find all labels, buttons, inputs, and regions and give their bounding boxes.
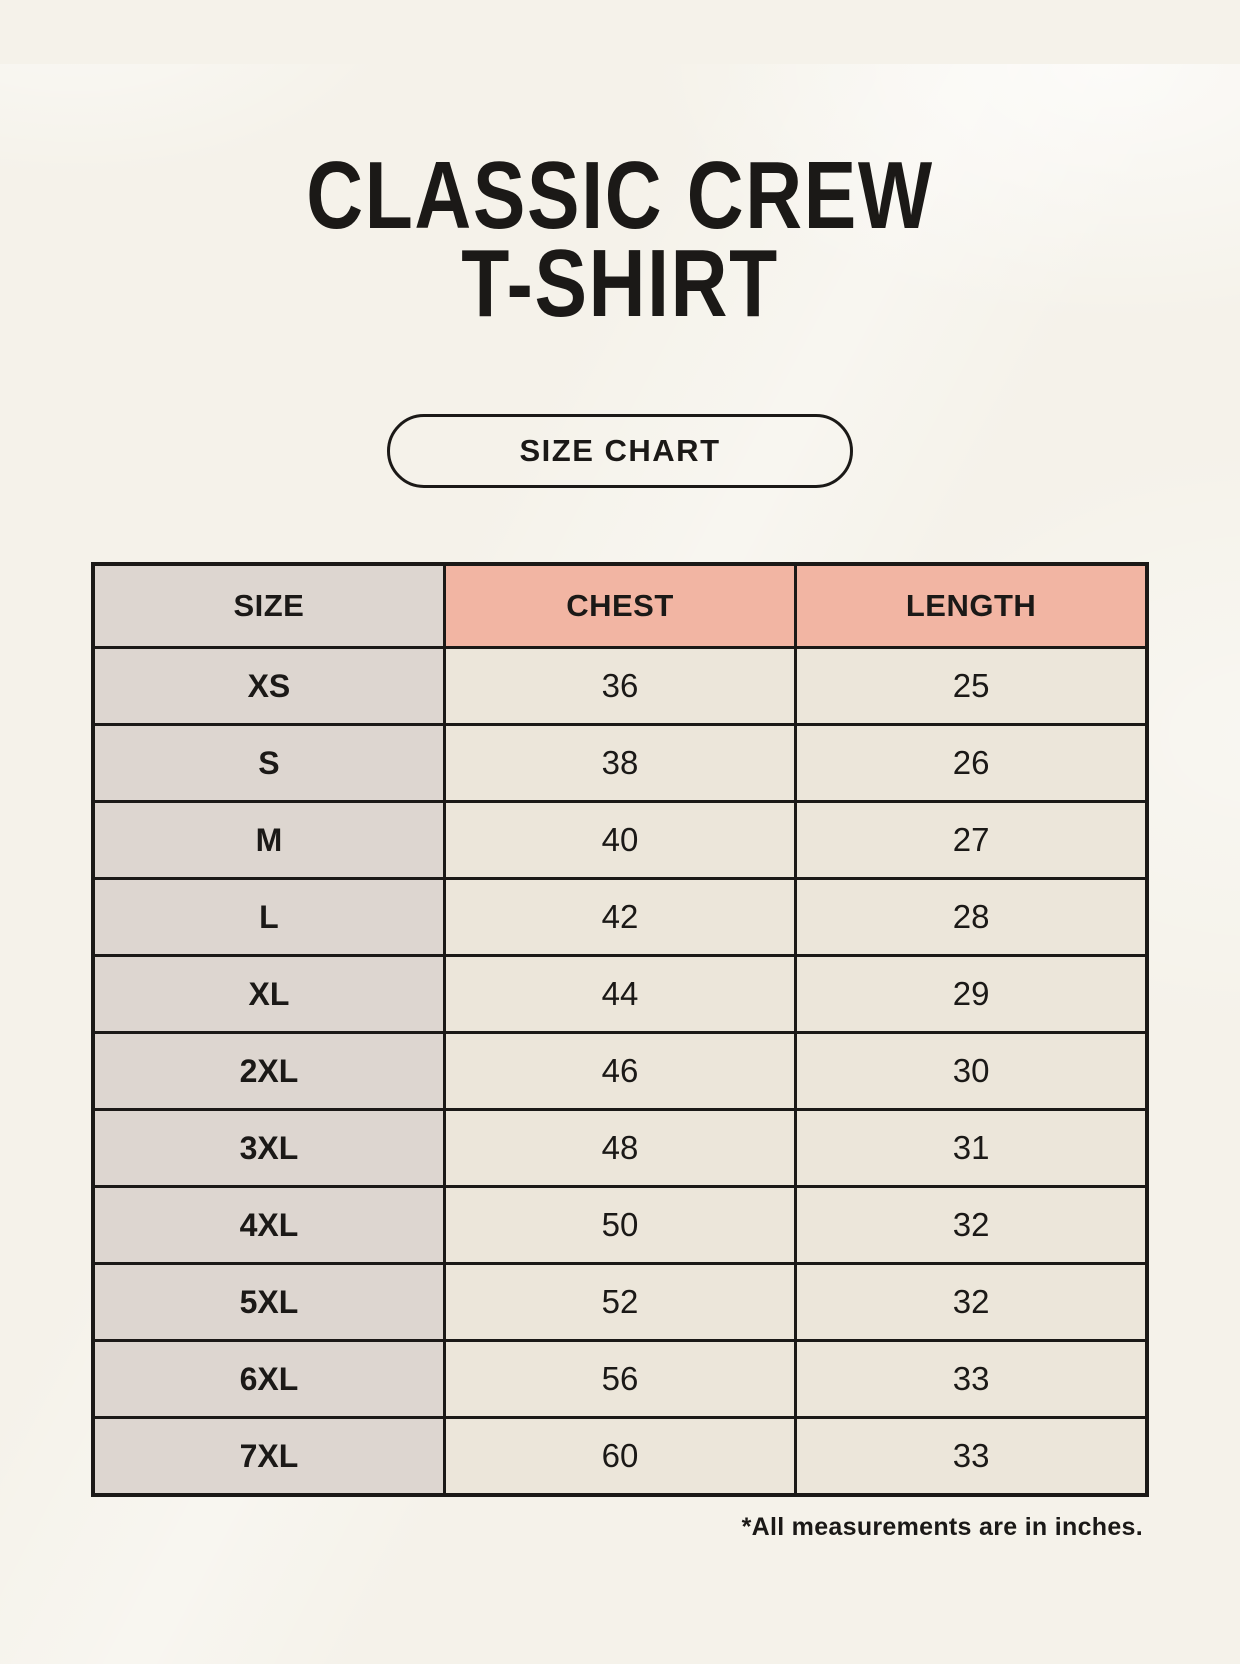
length-value: 33: [794, 1339, 1149, 1420]
size-label: 3XL: [91, 1108, 446, 1189]
page-title-line2: T-SHIRT: [461, 230, 779, 338]
table-row: XS 36 25: [91, 646, 1149, 727]
length-value: 28: [794, 877, 1149, 958]
chest-value: 60: [442, 1416, 798, 1497]
chest-value: 46: [442, 1031, 798, 1112]
table-row: 2XL 46 30: [91, 1031, 1149, 1112]
page-title: CLASSIC CREW T-SHIRT: [0, 64, 1240, 338]
chest-value: 50: [442, 1185, 798, 1266]
measurements-footnote: *All measurements are in inches.: [741, 1513, 1143, 1542]
length-value: 32: [794, 1262, 1149, 1343]
size-label: 7XL: [91, 1416, 446, 1497]
chest-value: 56: [442, 1339, 798, 1420]
length-value: 30: [794, 1031, 1149, 1112]
column-header-length: LENGTH: [794, 562, 1149, 650]
size-table: SIZE CHEST LENGTH XS 36 25 S 38 26 M 40 …: [91, 562, 1149, 1498]
size-label: 5XL: [91, 1262, 446, 1343]
size-label: XS: [91, 646, 446, 727]
chest-value: 52: [442, 1262, 798, 1343]
length-value: 27: [794, 800, 1149, 881]
length-value: 31: [794, 1108, 1149, 1189]
size-label: L: [91, 877, 446, 958]
size-label: 4XL: [91, 1185, 446, 1266]
table-row: 4XL 50 32: [91, 1185, 1149, 1266]
size-label: 6XL: [91, 1339, 446, 1420]
chest-value: 36: [442, 646, 798, 727]
table-row: L 42 28: [91, 877, 1149, 958]
table-row: 3XL 48 31: [91, 1108, 1149, 1189]
size-label: XL: [91, 954, 446, 1035]
size-chart-badge[interactable]: SIZE CHART: [387, 414, 853, 489]
size-label: S: [91, 723, 446, 804]
length-value: 33: [794, 1416, 1149, 1497]
chest-value: 38: [442, 723, 798, 804]
page-title-line1: CLASSIC CREW: [306, 142, 934, 250]
table-row: 6XL 56 33: [91, 1339, 1149, 1420]
table-header-row: SIZE CHEST LENGTH: [91, 562, 1149, 650]
size-label: 2XL: [91, 1031, 446, 1112]
column-header-chest: CHEST: [442, 562, 798, 650]
size-chart-badge-label: SIZE CHART: [519, 433, 721, 469]
length-value: 32: [794, 1185, 1149, 1266]
chest-value: 40: [442, 800, 798, 881]
length-value: 29: [794, 954, 1149, 1035]
length-value: 25: [794, 646, 1149, 727]
size-label: M: [91, 800, 446, 881]
chest-value: 42: [442, 877, 798, 958]
chest-value: 48: [442, 1108, 798, 1189]
table-row: XL 44 29: [91, 954, 1149, 1035]
table-row: 5XL 52 32: [91, 1262, 1149, 1343]
table-row: M 40 27: [91, 800, 1149, 881]
table-row: 7XL 60 33: [91, 1416, 1149, 1497]
size-chart-page: CLASSIC CREW T-SHIRT SIZE CHART SIZE CHE…: [0, 64, 1240, 1542]
table-row: S 38 26: [91, 723, 1149, 804]
column-header-size: SIZE: [91, 562, 446, 650]
chest-value: 44: [442, 954, 798, 1035]
length-value: 26: [794, 723, 1149, 804]
